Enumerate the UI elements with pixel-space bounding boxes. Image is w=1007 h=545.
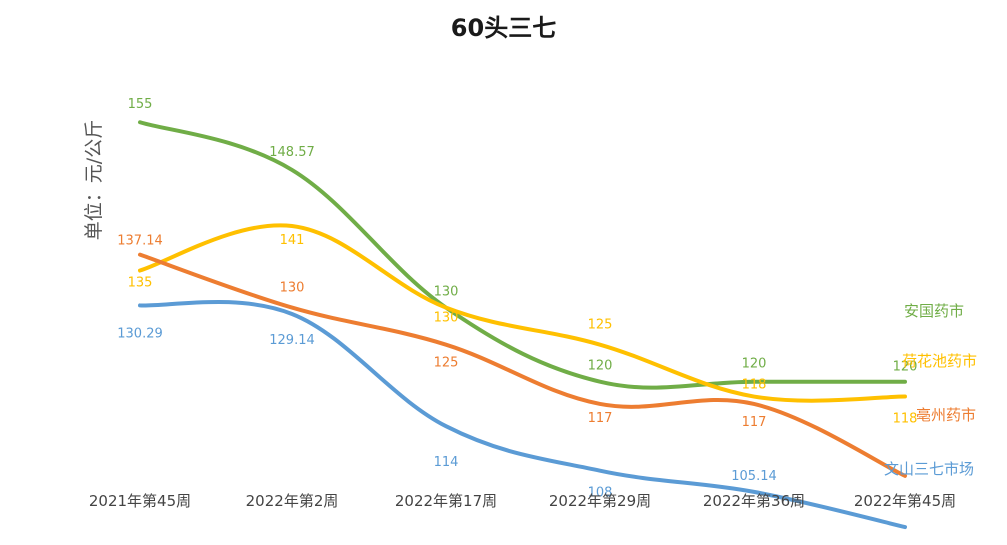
data-label: 130.29 (117, 326, 163, 341)
series-line-4 (138, 299, 907, 530)
data-label: 137.14 (117, 234, 163, 249)
data-label: 120 (588, 359, 613, 374)
data-label: 148.57 (269, 145, 315, 160)
y-axis-label: 单位：元/公斤 (83, 120, 105, 240)
x-tick-label: 2022年第17周 (395, 492, 497, 510)
chart-title: 60头三七 (450, 14, 557, 42)
data-label: 141 (280, 233, 305, 248)
series-name-label: 亳州药市 (916, 406, 976, 424)
x-tick-label: 2022年第36周 (703, 492, 805, 510)
data-label: 117 (588, 411, 613, 426)
x-tick-label: 2021年第45周 (89, 492, 191, 510)
data-label: 130 (434, 311, 459, 326)
series-line-1 (138, 120, 907, 390)
data-label: 114 (434, 455, 459, 470)
data-label: 125 (588, 318, 613, 333)
series-line-3 (138, 252, 907, 478)
y-axis-label-group: 单位：元/公斤 (83, 120, 105, 240)
data-label: 155 (128, 97, 153, 112)
x-tick-label: 2022年第45周 (854, 492, 956, 510)
x-tick-label: 2022年第2周 (246, 492, 339, 510)
data-label: 118 (893, 412, 918, 427)
data-label: 130 (434, 285, 459, 300)
data-label: 129.14 (269, 333, 315, 348)
data-label: 105.14 (731, 469, 777, 484)
data-label: 108 (588, 486, 613, 501)
data-label: 117 (742, 415, 767, 430)
data-label: 118 (742, 378, 767, 393)
data-label: 130 (280, 281, 305, 296)
data-label: 120 (742, 357, 767, 372)
data-label: 125 (434, 356, 459, 371)
series-line-2 (138, 223, 907, 403)
data-label: 135 (128, 276, 153, 291)
x-tick-label: 2022年第29周 (549, 492, 651, 510)
data-label: 120 (893, 360, 918, 375)
series-name-label: 荷花池药市 (902, 352, 977, 370)
series-name-label: 文山三七市场 (884, 460, 974, 478)
series-name-label: 安国药市 (904, 302, 964, 320)
